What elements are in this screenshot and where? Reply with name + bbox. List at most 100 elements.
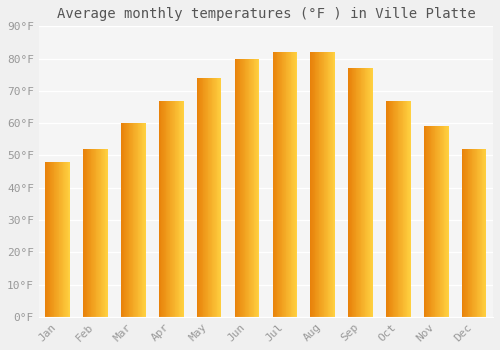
Bar — [289, 52, 290, 317]
Bar — [432, 126, 433, 317]
Bar — [98, 149, 99, 317]
Bar — [210, 78, 211, 317]
Bar — [360, 68, 362, 317]
Bar — [206, 78, 208, 317]
Bar — [220, 78, 222, 317]
Bar — [322, 52, 324, 317]
Bar — [443, 126, 444, 317]
Bar — [66, 162, 67, 317]
Bar — [468, 149, 469, 317]
Bar — [406, 100, 408, 317]
Bar — [353, 68, 354, 317]
Bar — [352, 68, 353, 317]
Bar — [141, 123, 142, 317]
Bar — [67, 162, 68, 317]
Title: Average monthly temperatures (°F ) in Ville Platte: Average monthly temperatures (°F ) in Vi… — [56, 7, 476, 21]
Bar — [464, 149, 465, 317]
Bar — [201, 78, 202, 317]
Bar — [462, 149, 464, 317]
Bar — [159, 100, 160, 317]
Bar — [246, 58, 247, 317]
Bar — [484, 149, 485, 317]
Bar — [356, 68, 358, 317]
Bar — [100, 149, 102, 317]
Bar — [139, 123, 140, 317]
Bar — [331, 52, 332, 317]
Bar — [176, 100, 177, 317]
Bar — [372, 68, 373, 317]
Bar — [136, 123, 138, 317]
Bar — [46, 162, 47, 317]
Bar — [483, 149, 484, 317]
Bar — [174, 100, 176, 317]
Bar — [173, 100, 174, 317]
Bar — [355, 68, 356, 317]
Bar — [311, 52, 312, 317]
Bar — [170, 100, 172, 317]
Bar — [398, 100, 399, 317]
Bar — [472, 149, 474, 317]
Bar — [248, 58, 250, 317]
Bar — [239, 58, 240, 317]
Bar — [348, 68, 349, 317]
Bar — [409, 100, 410, 317]
Bar — [326, 52, 327, 317]
Bar — [60, 162, 61, 317]
Bar — [211, 78, 212, 317]
Bar — [131, 123, 132, 317]
Bar — [285, 52, 286, 317]
Bar — [172, 100, 173, 317]
Bar — [313, 52, 314, 317]
Bar — [216, 78, 218, 317]
Bar — [438, 126, 440, 317]
Bar — [282, 52, 283, 317]
Bar — [318, 52, 320, 317]
Bar — [349, 68, 350, 317]
Bar — [425, 126, 426, 317]
Bar — [99, 149, 100, 317]
Bar — [61, 162, 62, 317]
Bar — [202, 78, 203, 317]
Bar — [51, 162, 52, 317]
Bar — [92, 149, 93, 317]
Bar — [474, 149, 475, 317]
Bar — [145, 123, 146, 317]
Bar — [395, 100, 396, 317]
Bar — [272, 52, 274, 317]
Bar — [127, 123, 128, 317]
Bar — [251, 58, 252, 317]
Bar — [95, 149, 96, 317]
Bar — [320, 52, 321, 317]
Bar — [275, 52, 276, 317]
Bar — [290, 52, 292, 317]
Bar — [469, 149, 470, 317]
Bar — [181, 100, 182, 317]
Bar — [404, 100, 405, 317]
Bar — [102, 149, 103, 317]
Bar — [366, 68, 367, 317]
Bar — [86, 149, 88, 317]
Bar — [367, 68, 368, 317]
Bar — [89, 149, 90, 317]
Bar — [321, 52, 322, 317]
Bar — [48, 162, 50, 317]
Bar — [330, 52, 331, 317]
Bar — [209, 78, 210, 317]
Bar — [433, 126, 434, 317]
Bar — [167, 100, 168, 317]
Bar — [440, 126, 441, 317]
Bar — [132, 123, 134, 317]
Bar — [88, 149, 89, 317]
Bar — [122, 123, 123, 317]
Bar — [480, 149, 482, 317]
Bar — [371, 68, 372, 317]
Bar — [50, 162, 51, 317]
Bar — [242, 58, 243, 317]
Bar — [447, 126, 448, 317]
Bar — [405, 100, 406, 317]
Bar — [278, 52, 279, 317]
Bar — [65, 162, 66, 317]
Bar — [236, 58, 237, 317]
Bar — [162, 100, 163, 317]
Bar — [64, 162, 65, 317]
